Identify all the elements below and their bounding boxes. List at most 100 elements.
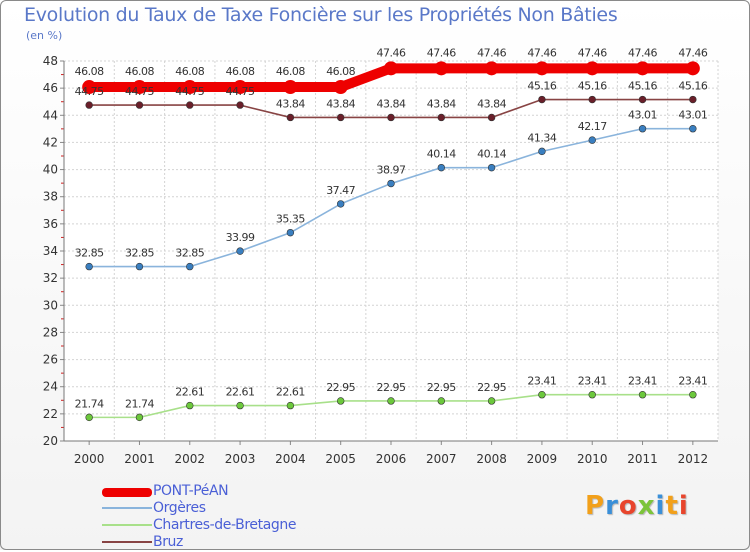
data-point (387, 113, 395, 122)
x-tick-label: 2004 (275, 452, 306, 466)
data-label: 46.08 (175, 65, 204, 78)
data-point (85, 262, 93, 271)
legend-label: Orgères (153, 500, 206, 516)
data-point (384, 61, 398, 76)
legend-swatch (102, 524, 152, 526)
data-point (487, 163, 496, 172)
data-point (588, 391, 596, 399)
data-label: 22.95 (477, 381, 506, 394)
data-point (286, 228, 295, 237)
data-point (186, 401, 194, 410)
data-label: 22.61 (226, 386, 255, 399)
data-point (336, 113, 345, 122)
x-tick-label: 2011 (627, 452, 658, 466)
logo-letter: x (637, 491, 656, 521)
y-tick-label: 28 (43, 325, 58, 339)
data-point (437, 397, 446, 405)
data-point (689, 95, 697, 104)
data-point (135, 262, 144, 271)
data-point (233, 80, 248, 95)
x-tick-label: 2012 (678, 452, 709, 466)
data-point (538, 147, 546, 156)
x-tick-label: 2007 (426, 452, 457, 466)
logo-letter: o (618, 491, 638, 521)
y-tick-label: 46 (43, 81, 58, 95)
data-label: 38.97 (377, 164, 406, 177)
data-label: 44.75 (125, 85, 154, 98)
x-tick-label: 2006 (376, 452, 407, 466)
data-label: 47.46 (377, 46, 406, 59)
x-tick-label: 2005 (325, 452, 356, 466)
data-label: 32.85 (75, 247, 104, 260)
legend-swatch (102, 507, 152, 509)
data-point (437, 113, 446, 122)
data-point (538, 95, 546, 104)
data-label: 22.95 (427, 381, 456, 394)
data-label: 23.41 (678, 375, 707, 388)
y-tick-label: 30 (43, 298, 58, 312)
data-label: 32.85 (125, 247, 154, 260)
data-point (85, 413, 93, 422)
data-point (186, 101, 194, 109)
data-label: 32.85 (175, 247, 204, 260)
data-label: 23.41 (578, 375, 607, 388)
data-label: 47.46 (628, 46, 657, 59)
data-label: 35.35 (276, 213, 305, 226)
data-point (82, 80, 97, 95)
data-point (236, 101, 244, 109)
data-label: 43.01 (628, 109, 657, 122)
data-label: 46.08 (326, 65, 355, 78)
data-point (487, 113, 496, 122)
data-label: 45.16 (527, 80, 556, 93)
y-tick-label: 40 (43, 163, 58, 177)
data-point (186, 262, 194, 271)
y-tick-label: 24 (43, 380, 58, 394)
y-tick-label: 48 (43, 54, 58, 68)
data-label: 45.16 (578, 80, 607, 93)
data-point (236, 401, 244, 410)
data-label: 47.46 (527, 46, 556, 59)
data-point (635, 61, 650, 76)
data-point (638, 125, 647, 133)
data-label: 22.61 (175, 386, 204, 399)
y-tick-label: 38 (43, 190, 58, 204)
x-tick-label: 2002 (174, 452, 205, 466)
y-tick-label: 26 (43, 353, 58, 367)
data-point (434, 61, 449, 76)
data-label: 46.08 (226, 65, 255, 78)
logo-letter: t (665, 491, 679, 521)
data-point (685, 61, 700, 76)
data-point (135, 101, 144, 109)
data-label: 45.16 (678, 80, 707, 93)
x-tick-label: 2010 (577, 452, 608, 466)
data-label: 43.84 (276, 97, 305, 110)
data-label: 42.17 (578, 120, 607, 133)
data-point (588, 136, 596, 144)
data-point (283, 80, 298, 95)
logo-letter: P (585, 491, 606, 521)
x-tick-label: 2000 (74, 452, 105, 466)
data-point (236, 247, 244, 255)
data-label: 43.84 (377, 97, 406, 110)
data-label: 43.84 (427, 97, 456, 110)
data-point (336, 397, 345, 405)
y-tick-label: 32 (43, 271, 58, 285)
y-tick-label: 20 (43, 434, 58, 448)
x-tick-label: 2001 (124, 452, 155, 466)
data-label: 47.46 (427, 46, 456, 59)
legend-label: PONT-PéAN (153, 483, 229, 499)
data-point (638, 391, 647, 399)
data-point (638, 95, 647, 104)
data-label: 23.41 (527, 375, 556, 388)
data-label: 44.75 (75, 85, 104, 98)
logo-letter: r (605, 491, 619, 521)
data-point (534, 61, 549, 76)
legend-swatch (102, 541, 152, 543)
y-tick-label: 44 (43, 108, 58, 122)
data-label: 47.46 (477, 46, 506, 59)
data-label: 21.74 (125, 397, 154, 410)
data-label: 21.74 (75, 397, 104, 410)
data-point (182, 80, 197, 95)
data-point (538, 391, 546, 399)
data-point (387, 179, 395, 188)
